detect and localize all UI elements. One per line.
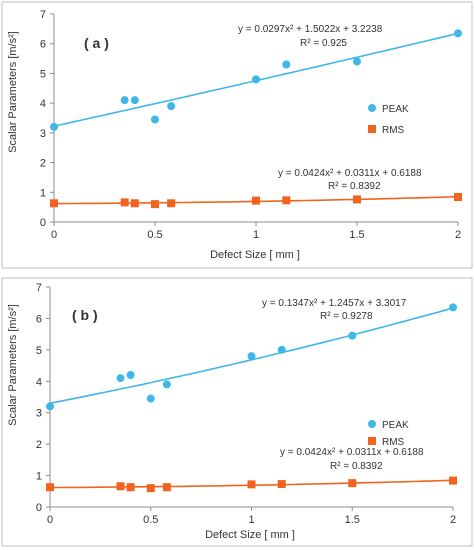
x-tick-label: 0.5	[147, 229, 162, 241]
legend-rms-marker	[368, 437, 376, 445]
panel-label: ( b )	[72, 307, 98, 323]
legend: PEAK RMS	[368, 420, 409, 448]
peak-point	[252, 75, 260, 84]
y-tick-label: 1	[40, 187, 46, 199]
x-tick-label: 1.5	[345, 514, 360, 526]
x-tick-label: 1.5	[349, 229, 364, 241]
peak-r-squared: R² = 0.925	[300, 38, 347, 49]
panel-label: ( a )	[84, 35, 109, 51]
rms-point	[130, 199, 139, 208]
peak-point	[277, 345, 286, 354]
rms-point	[454, 193, 462, 202]
peak-point	[247, 352, 256, 361]
peak-point	[50, 122, 58, 131]
rms-point	[162, 483, 171, 492]
y-axis-title: Scalar Parameters [m/s²]	[7, 304, 19, 426]
y-tick-label: 4	[36, 376, 42, 388]
rms-point	[353, 195, 361, 204]
peak-point	[282, 60, 291, 69]
legend-peak-marker	[368, 420, 376, 428]
legend-peak-label: PEAK	[382, 420, 409, 431]
peak-point	[126, 371, 135, 379]
peak-r-squared: R² = 0.9278	[320, 311, 373, 322]
rms-point	[252, 196, 260, 205]
y-tick-label: 5	[40, 68, 46, 80]
peak-point	[449, 303, 457, 312]
chart-panel-b: ( b ) Scalar Parameters [m/s²] Defect Si…	[1, 277, 473, 547]
peak-point	[167, 102, 176, 111]
rms-r-squared: R² = 0.8392	[328, 181, 381, 192]
x-axis-title: Defect Size [ mm ]	[210, 249, 300, 261]
legend-rms-label: RMS	[382, 125, 405, 136]
rms-point	[151, 200, 159, 209]
x-tick-label: 1	[248, 514, 254, 526]
y-axis-title: Scalar Parameters [m/s²]	[7, 31, 19, 153]
rms-point	[116, 482, 125, 491]
chart-panel-a: ( a ) Scalar Parameters [m/s²] Defect Si…	[1, 1, 473, 269]
y-tick-label: 7	[40, 9, 46, 21]
peak-point	[348, 331, 357, 340]
rms-point	[46, 483, 54, 492]
peak-point	[353, 57, 361, 66]
rms-point	[126, 483, 135, 492]
legend-peak-marker	[368, 104, 376, 112]
legend: PEAK RMS	[368, 104, 409, 136]
plot-area: 0 1 2 3 4 5 6 7 0 0.5 1 1.5 2	[36, 282, 457, 526]
panel-frame	[1, 1, 473, 269]
rms-point	[247, 480, 256, 489]
peak-point	[151, 115, 159, 124]
x-tick-label: 2	[455, 229, 461, 241]
y-tick-label: 6	[36, 313, 42, 325]
rms-trend-equation: y = 0.0424x² + 0.0311x + 0.6188	[278, 168, 422, 179]
rms-point	[167, 199, 176, 208]
y-tick-label: 4	[40, 98, 46, 110]
y-tick-label: 6	[40, 39, 46, 51]
rms-trend-equation: y = 0.0424x² + 0.0311x + 0.6188	[280, 447, 424, 458]
peak-point	[120, 96, 129, 105]
y-tick-label: 3	[36, 408, 42, 420]
legend-peak-label: PEAK	[382, 104, 409, 115]
x-axis-title: Defect Size [ mm ]	[205, 529, 295, 541]
peak-trend-equation: y = 0.1347x² + 1.2457x + 3.3017	[262, 298, 407, 309]
legend-rms-label: RMS	[382, 437, 405, 448]
legend-rms-marker	[368, 125, 376, 133]
x-tick-label: 0.5	[143, 514, 158, 526]
peak-trend-equation: y = 0.0297x² + 1.5022x + 3.2238	[238, 24, 383, 35]
y-tick-label: 2	[36, 439, 42, 451]
y-tick-label: 3	[40, 128, 46, 140]
rms-point	[50, 199, 58, 208]
peak-point	[162, 380, 171, 389]
x-tick-label: 2	[450, 514, 456, 526]
y-tick-label: 2	[40, 158, 46, 170]
peak-point	[46, 402, 54, 411]
x-tick-label: 0	[51, 229, 57, 241]
rms-point	[348, 479, 357, 488]
peak-point	[454, 29, 462, 38]
y-tick-label: 1	[36, 471, 42, 483]
peak-point	[116, 374, 125, 383]
rms-point	[449, 476, 457, 485]
rms-point	[282, 196, 291, 205]
y-tick-label: 0	[40, 217, 46, 229]
peak-point	[146, 394, 155, 403]
rms-point	[277, 480, 286, 489]
x-tick-label: 0	[47, 514, 53, 526]
peak-point	[130, 96, 139, 105]
rms-r-squared: R² = 0.8392	[330, 461, 383, 472]
y-tick-label: 0	[36, 502, 42, 514]
y-tick-label: 7	[36, 282, 42, 294]
rms-point	[146, 484, 155, 493]
plot-area: 0 1 2 3 4 5 6 7 0 0.5 1 1.5 2	[40, 9, 462, 241]
y-tick-label: 5	[36, 345, 42, 357]
rms-point	[120, 198, 129, 207]
panel-frame	[1, 277, 473, 547]
x-tick-label: 1	[253, 229, 259, 241]
